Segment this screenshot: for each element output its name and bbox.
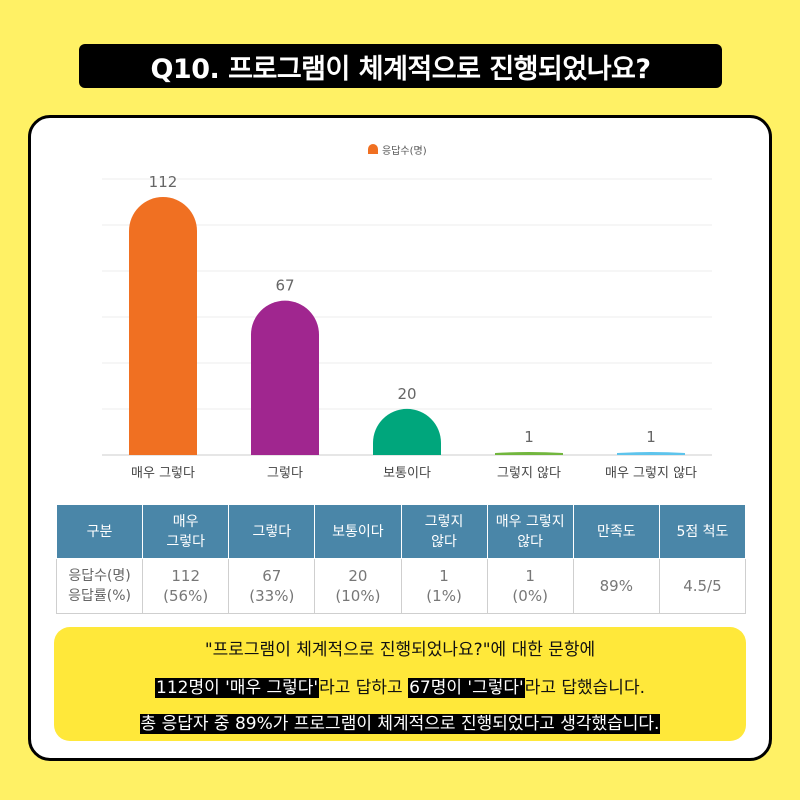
table-cell: 1 (1%) xyxy=(400,558,488,614)
bar xyxy=(251,300,319,455)
table-row: 응답수(명) 응답률(%) 112 (56%) 67 (33%) 20 (10%… xyxy=(55,558,747,614)
table-header: 구분 xyxy=(55,504,144,559)
data-label: 67 xyxy=(275,277,294,295)
table-header: 그렇다 xyxy=(228,504,316,559)
page-title: Q10. 프로그램이 체계적으로 진행되었나요? xyxy=(79,44,722,88)
table-header-row: 구분 매우 그렇다 그렇다 보통이다 그렇지 않다 매우 그렇지 않다 만족도 … xyxy=(55,504,747,559)
summary-box: "프로그램이 체계적으로 진행되었나요?"에 대한 문항에 112명이 '매우 … xyxy=(54,627,746,741)
data-label: 20 xyxy=(397,385,416,403)
table-header: 매우 그렇지 않다 xyxy=(486,504,574,559)
summary-highlight-1: 112명이 '매우 그렇다' xyxy=(155,678,320,698)
table-row-label: 응답수(명) 응답률(%) xyxy=(55,558,144,614)
table-header: 매우 그렇다 xyxy=(142,504,230,559)
data-label: 1 xyxy=(524,428,534,446)
summary-line-3: 총 응답자 중 89%가 프로그램이 체계적으로 진행되었다고 생각했습니다. xyxy=(54,709,746,734)
bar xyxy=(617,452,685,455)
table-cell: 1 (0%) xyxy=(486,558,574,614)
x-tick-label: 그렇다 xyxy=(267,466,303,481)
x-tick-label: 매우 그렇지 않다 xyxy=(605,466,697,481)
table-header: 만족도 xyxy=(572,504,660,559)
x-tick-label: 매우 그렇다 xyxy=(131,466,195,481)
scale-cell: 4.5/5 xyxy=(658,558,747,614)
legend-swatch xyxy=(368,144,378,154)
results-table: 구분 매우 그렇다 그렇다 보통이다 그렇지 않다 매우 그렇지 않다 만족도 … xyxy=(55,504,747,614)
summary-line-2: 112명이 '매우 그렇다'라고 답하고 67명이 '그렇다'라고 답했습니다. xyxy=(54,673,746,698)
table-header: 그렇지 않다 xyxy=(400,504,488,559)
bar xyxy=(373,408,441,455)
table-header: 보통이다 xyxy=(314,504,402,559)
data-label: 112 xyxy=(149,173,178,191)
summary-highlight-3: 총 응답자 중 89%가 프로그램이 체계적으로 진행되었다고 생각했습니다. xyxy=(139,714,661,734)
table-cell: 67 (33%) xyxy=(228,558,316,614)
data-label: 1 xyxy=(646,428,656,446)
table-cell: 20 (10%) xyxy=(314,558,402,614)
table-cell: 112 (56%) xyxy=(142,558,230,614)
chart-legend: 응답수(명) xyxy=(368,143,427,157)
bar xyxy=(129,197,197,455)
legend-label: 응답수(명) xyxy=(382,145,427,157)
table-header: 5점 척도 xyxy=(658,504,747,559)
summary-highlight-2: 67명이 '그렇다' xyxy=(408,678,525,698)
summary-text: 라고 답했습니다. xyxy=(524,678,645,698)
bar xyxy=(495,452,563,455)
x-tick-label: 그렇지 않다 xyxy=(497,466,561,481)
summary-line-1: "프로그램이 체계적으로 진행되었나요?"에 대한 문항에 xyxy=(204,640,596,660)
summary-text: 라고 답하고 xyxy=(319,678,409,698)
satisfaction-cell: 89% xyxy=(572,558,660,614)
x-tick-label: 보통이다 xyxy=(383,466,431,481)
